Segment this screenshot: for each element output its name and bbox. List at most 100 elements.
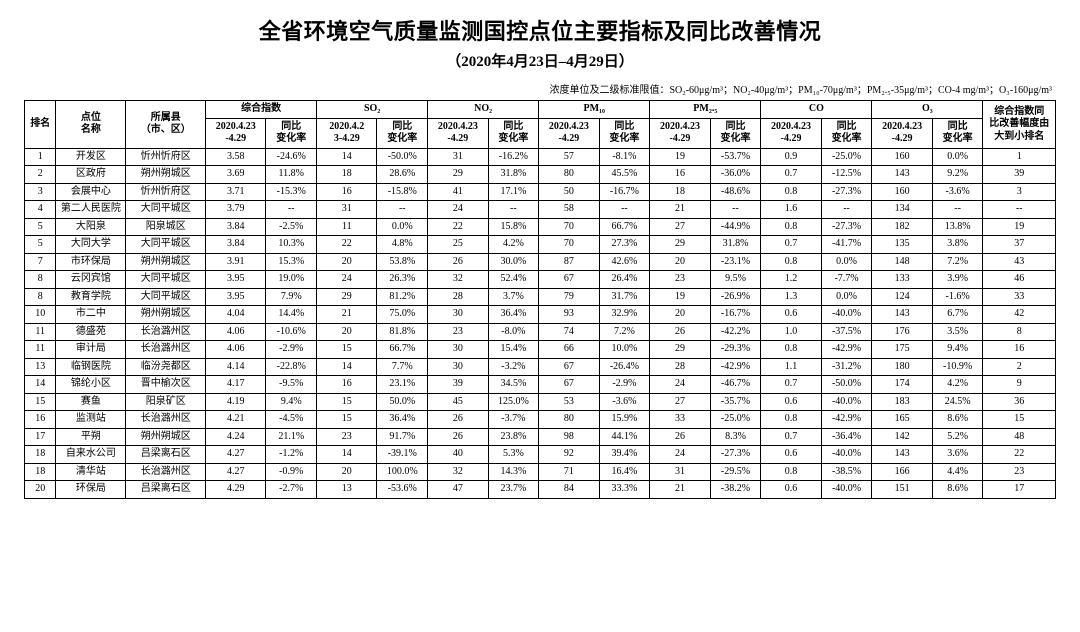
cell-v7: -8.1% — [599, 148, 650, 166]
cell-v2: 14 — [317, 148, 377, 166]
cell-county: 大同平城区 — [126, 288, 206, 306]
cell-rank: 20 — [25, 481, 56, 499]
cell-v2: 15 — [317, 393, 377, 411]
cell-v10: 0.6 — [761, 306, 821, 324]
cell-v12: 175 — [872, 341, 932, 359]
cell-v11: -27.3% — [821, 183, 872, 201]
cell-v12: 135 — [872, 236, 932, 254]
cell-v10: 0.8 — [761, 341, 821, 359]
cell-v9: -- — [710, 201, 761, 219]
cell-v5: 4.2% — [488, 236, 539, 254]
cell-v10: 0.8 — [761, 463, 821, 481]
cell-v2: 13 — [317, 481, 377, 499]
cell-v8: 18 — [650, 183, 710, 201]
cell-v7: 44.1% — [599, 428, 650, 446]
cell-v11: -40.0% — [821, 393, 872, 411]
cell-v11: -42.9% — [821, 341, 872, 359]
cell-rank: 2 — [25, 166, 56, 184]
cell-rank2: 1 — [983, 148, 1056, 166]
cell-v6: 92 — [539, 446, 599, 464]
cell-v7: 10.0% — [599, 341, 650, 359]
cell-v2: 18 — [317, 166, 377, 184]
cell-v8: 26 — [650, 428, 710, 446]
cell-v9: -46.7% — [710, 376, 761, 394]
cell-v12: 143 — [872, 166, 932, 184]
cell-v1: -- — [266, 201, 317, 219]
cell-v4: 31 — [428, 148, 488, 166]
cell-v13: 9.2% — [932, 166, 983, 184]
col-change-1: 同比变化率 — [377, 118, 428, 148]
cell-v0: 3.58 — [206, 148, 266, 166]
cell-rank: 5 — [25, 236, 56, 254]
cell-v5: 3.7% — [488, 288, 539, 306]
cell-v5: 17.1% — [488, 183, 539, 201]
cell-v0: 3.91 — [206, 253, 266, 271]
cell-v0: 4.04 — [206, 306, 266, 324]
cell-v1: -9.5% — [266, 376, 317, 394]
col-change-4: 同比变化率 — [710, 118, 761, 148]
cell-v2: 15 — [317, 341, 377, 359]
cell-v13: -10.9% — [932, 358, 983, 376]
cell-v3: 81.8% — [377, 323, 428, 341]
cell-v5: -8.0% — [488, 323, 539, 341]
page-subtitle: （2020年4月23日–4月29日） — [24, 50, 1056, 71]
cell-v12: 134 — [872, 201, 932, 219]
cell-site: 监测站 — [56, 411, 126, 429]
cell-v2: 14 — [317, 358, 377, 376]
table-row: 10 市二中 朔州朔城区4.0414.4%2175.0%3036.4%9332.… — [25, 306, 1056, 324]
cell-v2: 22 — [317, 236, 377, 254]
cell-v3: 100.0% — [377, 463, 428, 481]
cell-v2: 21 — [317, 306, 377, 324]
cell-v4: 24 — [428, 201, 488, 219]
cell-site: 赛鱼 — [56, 393, 126, 411]
cell-v10: 1.1 — [761, 358, 821, 376]
cell-v4: 26 — [428, 411, 488, 429]
cell-v7: 27.3% — [599, 236, 650, 254]
cell-v9: 8.3% — [710, 428, 761, 446]
cell-v1: 19.0% — [266, 271, 317, 289]
cell-v0: 4.24 — [206, 428, 266, 446]
cell-v2: 16 — [317, 376, 377, 394]
col-site: 点位名称 — [56, 101, 126, 149]
cell-v7: 32.9% — [599, 306, 650, 324]
cell-v6: 58 — [539, 201, 599, 219]
cell-v5: 15.8% — [488, 218, 539, 236]
cell-v6: 50 — [539, 183, 599, 201]
cell-rank: 17 — [25, 428, 56, 446]
cell-v12: 142 — [872, 428, 932, 446]
cell-v10: 0.8 — [761, 411, 821, 429]
cell-v6: 67 — [539, 271, 599, 289]
cell-v8: 27 — [650, 393, 710, 411]
cell-county: 吕梁离石区 — [126, 481, 206, 499]
cell-site: 平朔 — [56, 428, 126, 446]
cell-v10: 0.6 — [761, 481, 821, 499]
cell-rank: 5 — [25, 218, 56, 236]
cell-v0: 3.84 — [206, 218, 266, 236]
cell-v8: 20 — [650, 253, 710, 271]
cell-v13: 0.0% — [932, 148, 983, 166]
cell-rank2: 3 — [983, 183, 1056, 201]
cell-v11: -36.4% — [821, 428, 872, 446]
cell-v6: 57 — [539, 148, 599, 166]
cell-county: 长治潞州区 — [126, 341, 206, 359]
cell-v4: 23 — [428, 323, 488, 341]
cell-v1: -24.6% — [266, 148, 317, 166]
table-row: 7 市环保局 朔州朔城区3.9115.3%2053.8%2630.0%8742.… — [25, 253, 1056, 271]
cell-v6: 67 — [539, 358, 599, 376]
cell-v5: 36.4% — [488, 306, 539, 324]
cell-v4: 41 — [428, 183, 488, 201]
cell-rank2: 36 — [983, 393, 1056, 411]
cell-v12: 165 — [872, 411, 932, 429]
cell-v0: 4.29 — [206, 481, 266, 499]
cell-rank: 3 — [25, 183, 56, 201]
cell-v3: 23.1% — [377, 376, 428, 394]
cell-v4: 39 — [428, 376, 488, 394]
cell-v3: 53.8% — [377, 253, 428, 271]
cell-county: 大同平城区 — [126, 201, 206, 219]
cell-v4: 32 — [428, 271, 488, 289]
cell-v7: 39.4% — [599, 446, 650, 464]
cell-v4: 30 — [428, 341, 488, 359]
cell-v12: 151 — [872, 481, 932, 499]
cell-v13: -1.6% — [932, 288, 983, 306]
cell-v13: 4.4% — [932, 463, 983, 481]
